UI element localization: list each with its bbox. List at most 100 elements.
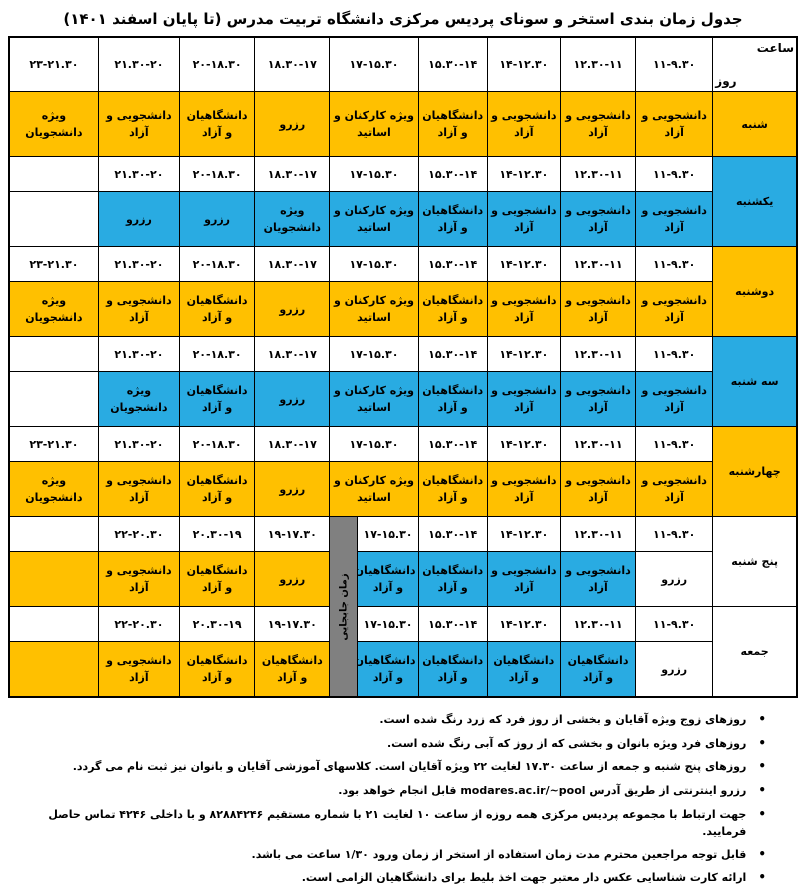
sunday-time-row: یکشنبه ۱۱-۹.۳۰ ۱۲.۳۰-۱۱ ۱۴-۱۲.۳۰ ۱۵.۳۰-۱… [8, 156, 798, 248]
note-item: • روزهای فرد ویژه بانوان و بخشی که از رو… [10, 734, 766, 753]
time-cell: ۱۲.۳۰-۱۱ [559, 516, 637, 553]
schedule-table: ساعت روز ۱۱-۹.۳۰ ۱۲.۳۰-۱۱ ۱۴-۱۲.۳۰ ۱۵.۳۰… [8, 36, 798, 699]
note-item: • روزهای زوج ویژه آقایان و بخشی از روز ف… [10, 710, 766, 729]
bullet-icon: • [758, 806, 766, 821]
schedule-cell: دانشجویی و آزاد [97, 551, 181, 608]
schedule-page: جدول زمان بندی استخر و سونای پردیس مرکزی… [0, 10, 806, 887]
schedule-cell: دانشجویی و آزاد [486, 191, 561, 248]
note-text: ارائه کارت شناسایی عکس دار معتبر جهت اخذ… [301, 871, 747, 885]
schedule-cell: دانشگاهیان و آزاد [254, 641, 331, 698]
schedule-cell: رزرو [254, 371, 331, 428]
schedule-cell: دانشجویی و آزاد [97, 641, 181, 698]
time-cell: ۲۳-۲۱.۳۰ [8, 426, 99, 463]
schedule-cell: ویژه کارکنان و اساتید [329, 371, 419, 428]
time-cell: ۱۴-۱۲.۳۰ [486, 606, 561, 643]
time-cell: ۱۸.۳۰-۱۷ [254, 246, 331, 283]
schedule-cell: دانشجویی و آزاد [486, 371, 561, 428]
schedule-cell: دانشجویی و آزاد [559, 281, 637, 338]
day-cell-thursday: پنج شنبه [712, 516, 798, 608]
time-cell: ۱۹-۱۷.۳۰ [254, 606, 331, 643]
time-cell [8, 336, 99, 373]
time-cell: ۱۴-۱۲.۳۰ [486, 246, 561, 283]
schedule-cell: ویژه کارکنان و اساتید [329, 191, 419, 248]
schedule-cell: دانشجویی و آزاد [486, 461, 561, 518]
header-time-cell: ۱۴-۱۲.۳۰ [486, 36, 561, 93]
time-cell: ۱۷-۱۵.۳۰ [329, 426, 419, 463]
schedule-cell: دانشجویی و آزاد [486, 551, 561, 608]
time-cell: ۱۱-۹.۳۰ [635, 246, 714, 283]
note-item: • جهت ارتباط با مجموعه پردیس مرکزی همه ر… [10, 805, 766, 840]
bullet-icon: • [758, 735, 766, 750]
friday-time-row: جمعه ۱۱-۹.۳۰ ۱۲.۳۰-۱۱ ۱۴-۱۲.۳۰ ۱۵.۳۰-۱۴ … [8, 606, 798, 698]
schedule-cell: دانشجویی و آزاد [635, 461, 714, 518]
header-time-cell: ۲۳-۲۱.۳۰ [8, 36, 99, 93]
time-cell [8, 606, 99, 643]
time-cell: ۱۵.۳۰-۱۴ [417, 336, 488, 373]
time-cell: ۱۷-۱۵.۳۰ [357, 606, 419, 643]
time-cell: ۱۴-۱۲.۳۰ [486, 336, 561, 373]
schedule-cell: دانشجویی و آزاد [635, 191, 714, 248]
schedule-cell: ویژه دانشجویان [8, 91, 99, 158]
schedule-cell: رزرو [97, 191, 181, 248]
time-cell: ۱۵.۳۰-۱۴ [417, 156, 488, 193]
header-row: ساعت روز ۱۱-۹.۳۰ ۱۲.۳۰-۱۱ ۱۴-۱۲.۳۰ ۱۵.۳۰… [8, 36, 798, 93]
schedule-cell: دانشگاهیان و آزاد [417, 461, 488, 518]
bullet-icon: • [758, 870, 766, 885]
wednesday-time-row: چهارشنبه ۱۱-۹.۳۰ ۱۲.۳۰-۱۱ ۱۴-۱۲.۳۰ ۱۵.۳۰… [8, 426, 798, 518]
saturday-row: شنبه دانشجویی و آزاد دانشجویی و آزاد دان… [8, 91, 798, 158]
transfer-time-column: زمان جابجایی [329, 516, 359, 698]
schedule-cell: دانشجویی و آزاد [486, 91, 561, 158]
corner-day-label: روز [715, 73, 737, 88]
wednesday-row: دانشجویی و آزاد دانشجویی و آزاد دانشجویی… [8, 461, 797, 518]
schedule-cell: رزرو [254, 91, 331, 158]
schedule-cell: دانشگاهیان و آزاد [417, 641, 488, 698]
schedule-cell: دانشگاهیان و آزاد [417, 551, 488, 608]
time-cell: ۲۰-۱۸.۳۰ [178, 246, 256, 283]
schedule-cell: دانشجویی و آزاد [559, 91, 637, 158]
sunday-row: دانشجویی و آزاد دانشجویی و آزاد دانشجویی… [8, 191, 797, 248]
header-time-cell: ۲۱.۳۰-۲۰ [97, 36, 181, 93]
bullet-icon: • [758, 782, 766, 797]
schedule-cell: دانشجویی و آزاد [97, 461, 181, 518]
time-cell: ۱۲.۳۰-۱۱ [559, 336, 637, 373]
schedule-cell: دانشجویی و آزاد [559, 371, 637, 428]
schedule-cell: ویژه کارکنان و اساتید [329, 461, 419, 518]
time-cell: ۱۲.۳۰-۱۱ [559, 606, 637, 643]
header-time-cell: ۱۸.۳۰-۱۷ [254, 36, 331, 93]
note-text: روزهای فرد ویژه بانوان و بخشی که از روز … [386, 736, 747, 750]
schedule-cell: دانشگاهیان و آزاد [417, 281, 488, 338]
time-cell: ۲۰.۳۰-۱۹ [178, 606, 256, 643]
header-time-cell: ۲۰-۱۸.۳۰ [178, 36, 256, 93]
schedule-cell: ویژه دانشجویان [8, 461, 99, 518]
schedule-cell: ویژه کارکنان و اساتید [329, 281, 419, 338]
schedule-cell [8, 371, 99, 428]
time-cell: ۱۹-۱۷.۳۰ [254, 516, 331, 553]
time-cell: ۱۱-۹.۳۰ [635, 426, 714, 463]
note-text: روزهای زوج ویژه آقایان و بخشی از روز فرد… [379, 713, 747, 727]
schedule-cell: دانشگاهیان و آزاد [178, 461, 256, 518]
tuesday-time-row: سه شنبه ۱۱-۹.۳۰ ۱۲.۳۰-۱۱ ۱۴-۱۲.۳۰ ۱۵.۳۰-… [8, 336, 798, 428]
schedule-cell: دانشگاهیان و آزاد [417, 91, 488, 158]
time-cell: ۲۲-۲۰.۳۰ [97, 516, 181, 553]
time-cell: ۱۵.۳۰-۱۴ [417, 516, 488, 553]
time-cell: ۱۷-۱۵.۳۰ [329, 156, 419, 193]
time-cell: ۱۴-۱۲.۳۰ [486, 156, 561, 193]
note-text: روزهای پنج شنبه و جمعه از ساعت ۱۷.۳۰ لغا… [72, 760, 747, 774]
bullet-icon: • [758, 846, 766, 861]
time-cell: ۲۰.۳۰-۱۹ [178, 516, 256, 553]
schedule-cell: ویژه دانشجویان [97, 371, 181, 428]
schedule-cell: دانشگاهیان و آزاد [357, 641, 419, 698]
time-cell: ۲۰-۱۸.۳۰ [178, 426, 256, 463]
note-item: • ارائه کارت شناسایی عکس دار معتبر جهت ا… [10, 868, 766, 887]
time-cell: ۱۱-۹.۳۰ [635, 516, 714, 553]
schedule-cell: دانشجویی و آزاد [486, 281, 561, 338]
time-cell: ۱۱-۹.۳۰ [635, 156, 714, 193]
time-cell: ۱۷-۱۵.۳۰ [329, 336, 419, 373]
schedule-cell: دانشجویی و آزاد [559, 551, 637, 608]
corner-hour-label: ساعت [756, 41, 794, 55]
time-cell: ۱۷-۱۵.۳۰ [329, 246, 419, 283]
time-cell: ۲۱.۳۰-۲۰ [97, 426, 181, 463]
time-cell: ۲۰-۱۸.۳۰ [178, 336, 256, 373]
time-cell: ۱۸.۳۰-۱۷ [254, 336, 331, 373]
schedule-cell: دانشگاهیان و آزاد [559, 641, 637, 698]
